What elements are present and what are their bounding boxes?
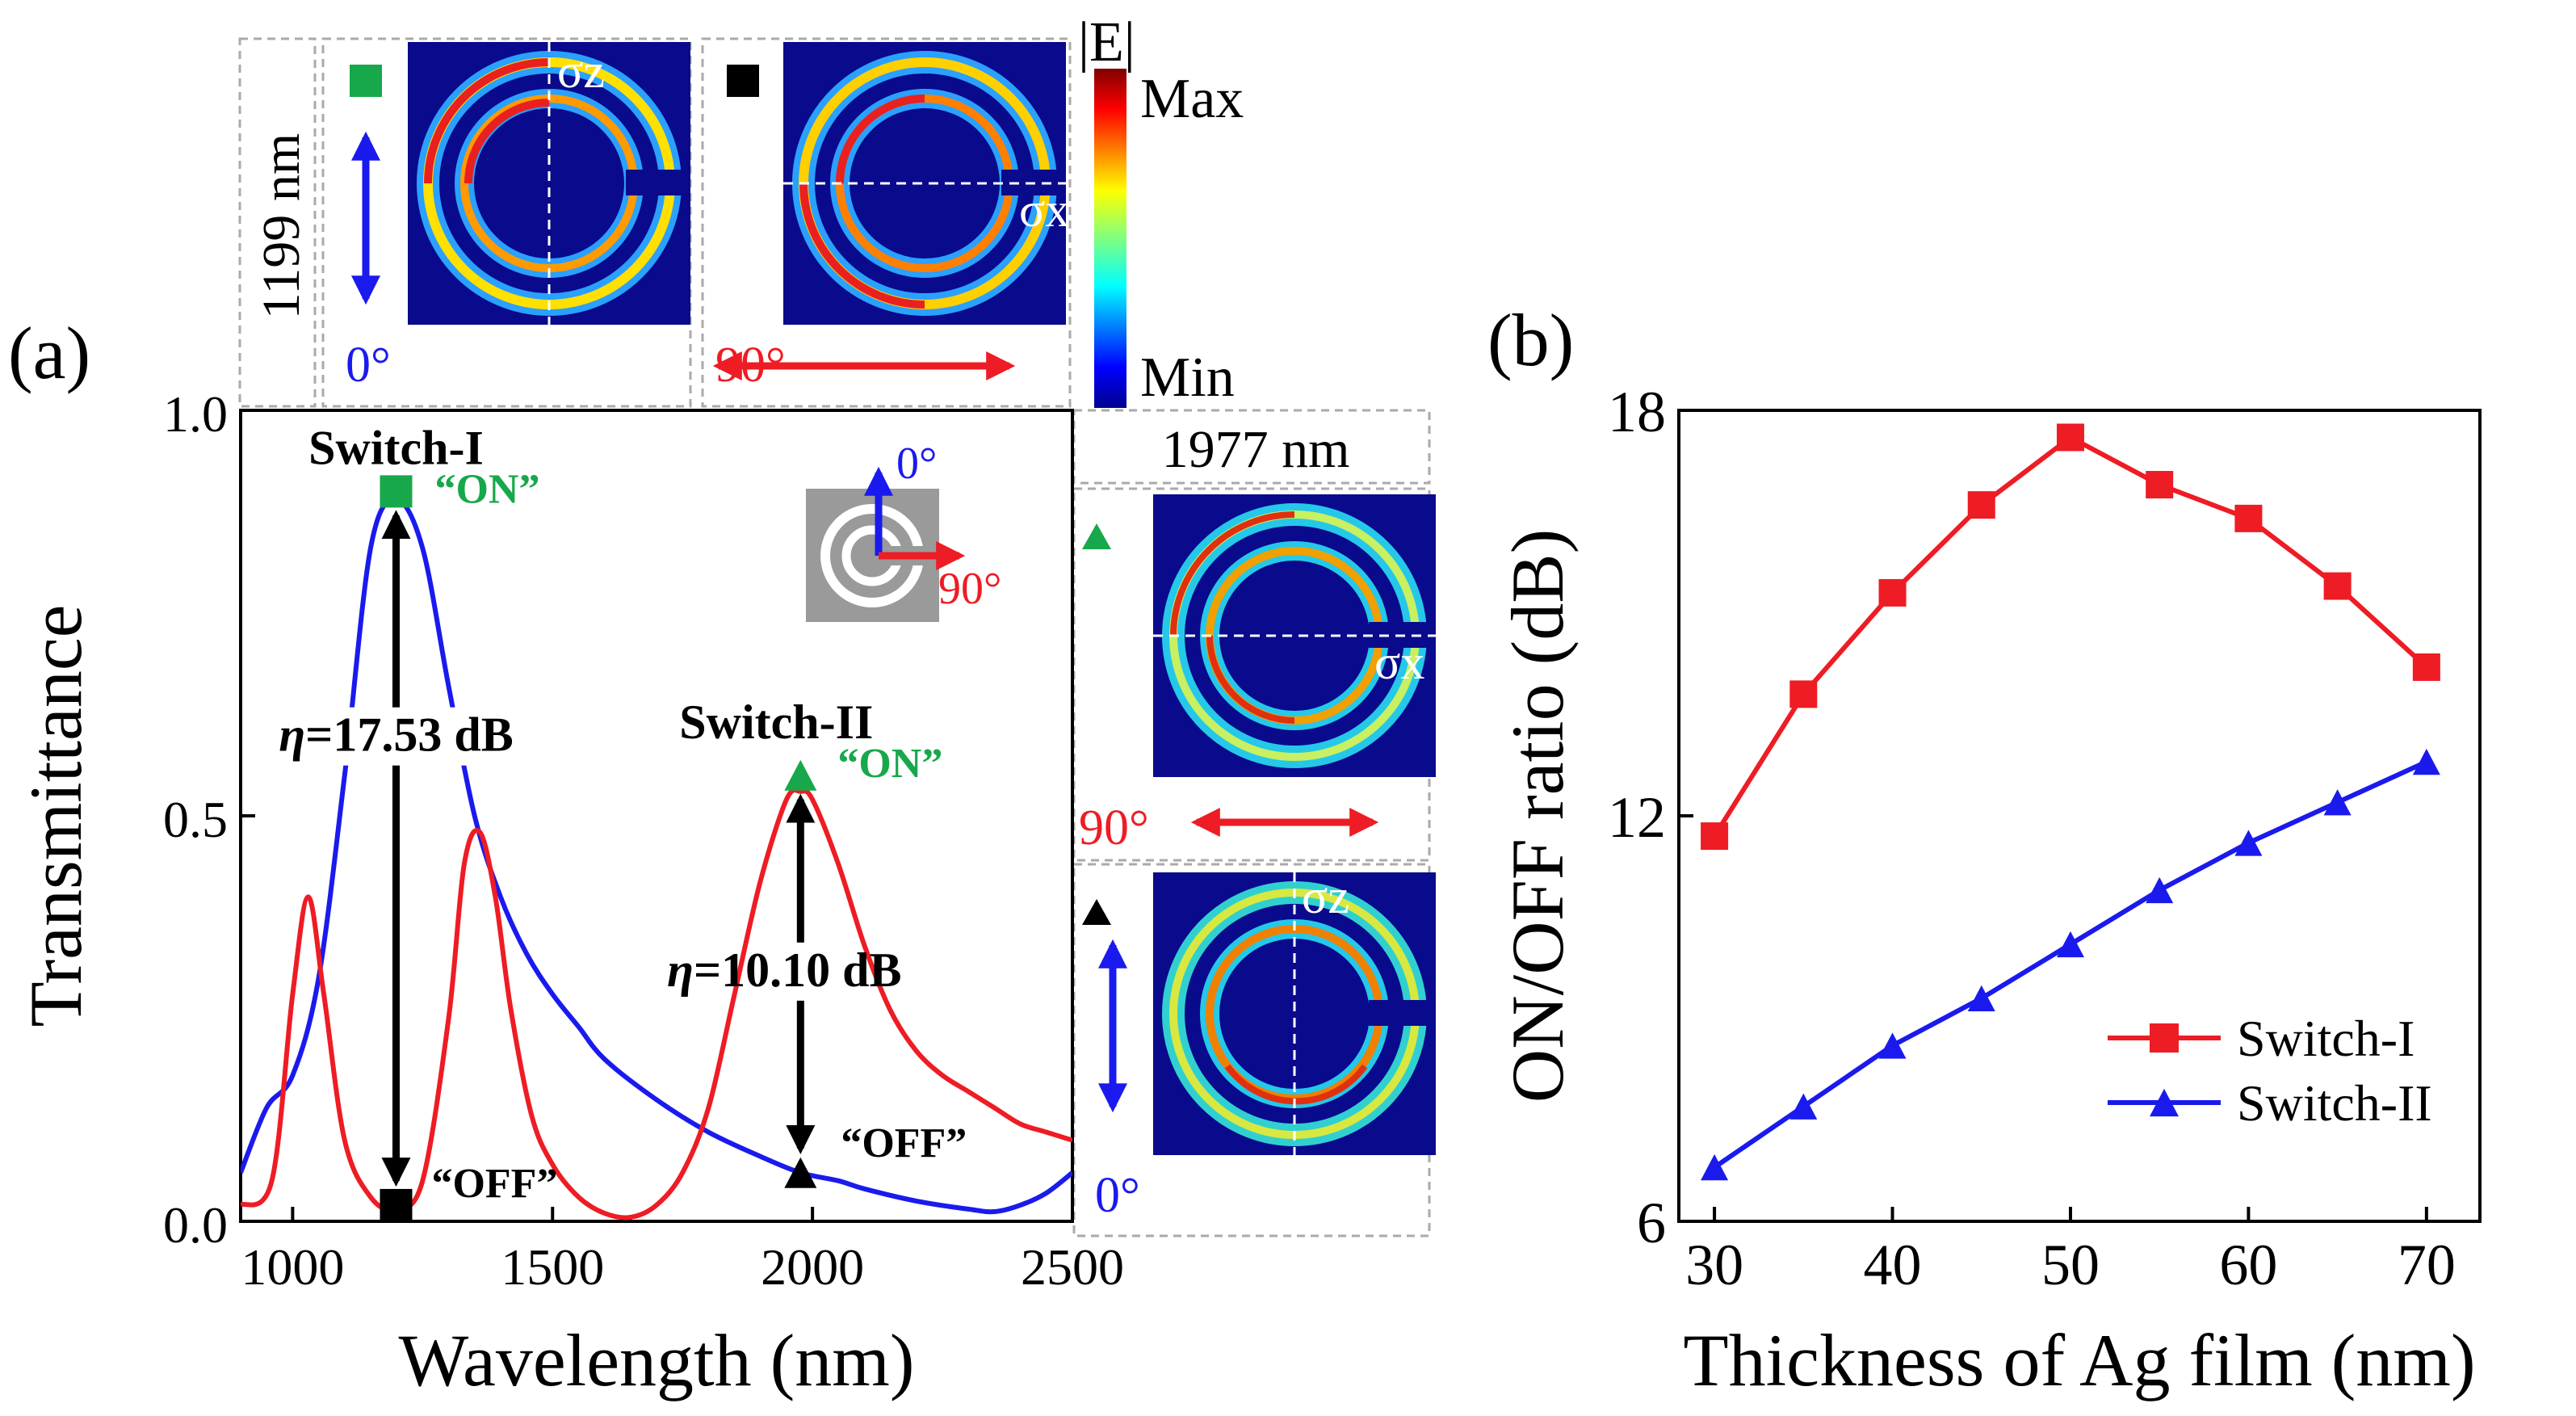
chart-b-point-switch-i-35 [1789, 680, 1818, 708]
chart-b-xtick-label: 60 [2219, 1233, 2277, 1297]
top-wavelength-label: 1199 nm [252, 133, 311, 319]
chart-b-point-switch-i-50 [2056, 423, 2084, 452]
chart-b-ytick-label: 12 [1608, 785, 1666, 850]
chart-a-series-red [241, 788, 1072, 1221]
chart-a-xlabel: Wavelength (nm) [399, 1319, 915, 1401]
switch2-eta-background [752, 942, 850, 1001]
chart-b-xtick-label: 30 [1685, 1233, 1743, 1297]
switch1-eta-text: η=17.53 dB [279, 708, 514, 762]
chart-b-legend: Switch-I Switch-II [2108, 1010, 2432, 1132]
switch1-eta-symbol: η [279, 708, 305, 762]
chart-b-point-switch-ii-40 [1878, 1032, 1907, 1059]
chart-b-point-switch-i-45 [1967, 491, 1995, 519]
chart-b-point-switch-ii-45 [1967, 985, 1995, 1012]
chart-b-point-switch-i-30 [1701, 822, 1729, 851]
field-map-1977-0deg: σz [1153, 870, 1436, 1155]
switch2-eta-symbol: η [667, 943, 694, 997]
switch2-off-triangle-icon [1082, 899, 1111, 925]
chart-a-marker-switch-i-off [380, 1188, 413, 1221]
colorbar-min: Min [1140, 347, 1235, 409]
colorbar-title: |E| [1078, 11, 1135, 74]
chart-b-ytick-label: 6 [1637, 1191, 1666, 1255]
chart-a-series-blue [241, 497, 1072, 1215]
legend-label-switch-i: Switch-I [2237, 1010, 2414, 1067]
structure-inset: 0° 90° [806, 439, 1001, 622]
switch1-on-text: “ON” [434, 466, 539, 512]
field-map-1199-0deg: σz [408, 42, 690, 325]
chart-a-ytick-label: 0.5 [163, 791, 228, 848]
chart-b-xtick-label: 70 [2398, 1233, 2456, 1297]
chart-a-xtick-label: 1500 [501, 1238, 604, 1296]
colorbar: |E| Max Min [1078, 11, 1244, 409]
chart-b-point-switch-i-60 [2234, 504, 2263, 532]
chart-b-point-switch-i-55 [2146, 471, 2174, 499]
top-left-axis-label: σz [557, 44, 605, 98]
chart-a-ytick-label: 1.0 [163, 385, 228, 443]
field-map-1199-90deg: σx [783, 42, 1069, 325]
switch2-on-text: “ON” [837, 741, 942, 787]
chart-b: 30 40 50 60 70 6 12 18 Thickness of Ag film (nm… [1496, 380, 2482, 1401]
switch1-off-square-icon [727, 65, 759, 97]
chart-a-marker-switch-i-on [380, 475, 413, 508]
chart-b-point-switch-i-40 [1878, 578, 1907, 607]
right-wavelength-label: 1977 nm [1162, 420, 1350, 479]
switch2-label: Switch-II [679, 695, 873, 749]
top-left-angle: 0° [346, 338, 391, 393]
chart-b-point-switch-ii-30 [1701, 1153, 1729, 1181]
chart-b-point-switch-ii-70 [2412, 748, 2440, 775]
structure-angle-90: 90° [938, 564, 1001, 614]
panel-b-label: (b) [1487, 299, 1574, 381]
switch2-eta-value: =10.10 dB [694, 943, 902, 997]
chart-b-point-switch-i-65 [2323, 572, 2352, 600]
top-right-axis-label: σx [1019, 183, 1069, 237]
chart-a-marker-switch-ii-off [784, 1157, 817, 1188]
chart-a-ytick-label: 0.0 [163, 1196, 228, 1254]
chart-a-marker-switch-ii-on [784, 759, 817, 791]
right-field-insets: 1977 nm σx 90° σz 0 [1072, 409, 1436, 1237]
chart-b-point-switch-ii-65 [2323, 789, 2352, 816]
chart-b-point-switch-i-70 [2412, 653, 2440, 681]
chart-b-point-switch-ii-50 [2056, 931, 2084, 958]
legend-label-switch-ii: Switch-II [2237, 1074, 2432, 1132]
chart-b-point-switch-ii-60 [2234, 830, 2263, 856]
right-bottom-axis-label: σz [1302, 870, 1349, 923]
colorbar-max: Max [1140, 68, 1244, 130]
chart-a-annotations: Switch-I “ON” “OFF” η=17.53 dB Switch-II… [279, 421, 967, 1221]
chart-a-xtick-label: 2000 [761, 1238, 864, 1296]
chart-a-xtick-label: 2500 [1021, 1238, 1124, 1296]
top-right-angle: 90° [715, 338, 786, 393]
switch1-eta-value: =17.53 dB [305, 708, 514, 762]
top-field-insets: 1199 nm 0° σz 90° [238, 37, 1072, 408]
chart-b-xtick-label: 50 [2041, 1233, 2100, 1297]
chart-b-xtick-label: 40 [1864, 1233, 1922, 1297]
right-top-axis-label: σx [1374, 636, 1424, 689]
right-bottom-angle: 0° [1095, 1168, 1140, 1223]
legend-marker-switch-ii [2150, 1088, 2179, 1117]
switch2-off-text: “OFF” [841, 1120, 967, 1166]
switch1-eta-background [307, 707, 485, 766]
chart-a: 1000 1500 2000 2500 0.0 0.5 1.0 Wavelength (nm… [15, 385, 1124, 1401]
panel-a-label: (a) [8, 312, 90, 394]
legend-marker-switch-i [2150, 1023, 2179, 1053]
switch2-eta-text: η=10.10 dB [667, 943, 902, 997]
chart-b-ylabel: ON/OFF ratio (dB) [1496, 529, 1579, 1103]
chart-a-xtick-label: 1000 [241, 1238, 344, 1296]
switch2-on-triangle-icon [1082, 523, 1111, 549]
chart-b-line-switch-i [1712, 434, 2428, 838]
chart-a-ylabel: Transmittance [15, 605, 97, 1027]
chart-b-xlabel: Thickness of Ag film (nm) [1683, 1319, 2475, 1401]
chart-b-point-switch-ii-35 [1789, 1093, 1818, 1120]
switch1-label: Switch-I [308, 421, 484, 474]
switch1-off-text: “OFF” [431, 1161, 557, 1207]
switch1-on-square-icon [350, 65, 382, 97]
chart-b-ytick-label: 18 [1608, 380, 1666, 444]
field-map-1977-90deg: σx [1153, 494, 1436, 777]
chart-b-point-switch-ii-55 [2146, 876, 2174, 904]
structure-angle-0: 0° [896, 439, 937, 489]
right-top-angle: 90° [1079, 800, 1149, 855]
